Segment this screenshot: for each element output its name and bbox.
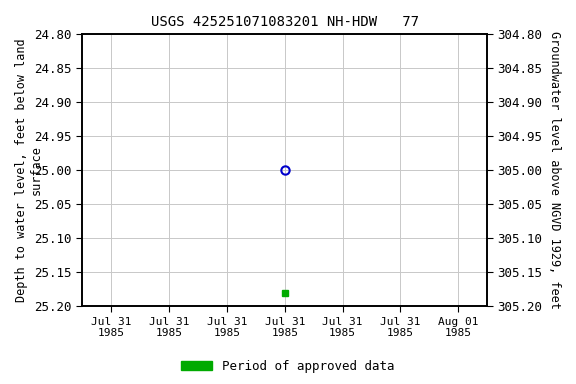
Title: USGS 425251071083201 NH-HDW   77: USGS 425251071083201 NH-HDW 77 <box>151 15 419 29</box>
Legend: Period of approved data: Period of approved data <box>176 355 400 378</box>
Y-axis label: Groundwater level above NGVD 1929, feet: Groundwater level above NGVD 1929, feet <box>548 31 561 309</box>
Y-axis label: Depth to water level, feet below land
surface: Depth to water level, feet below land su… <box>15 38 43 302</box>
